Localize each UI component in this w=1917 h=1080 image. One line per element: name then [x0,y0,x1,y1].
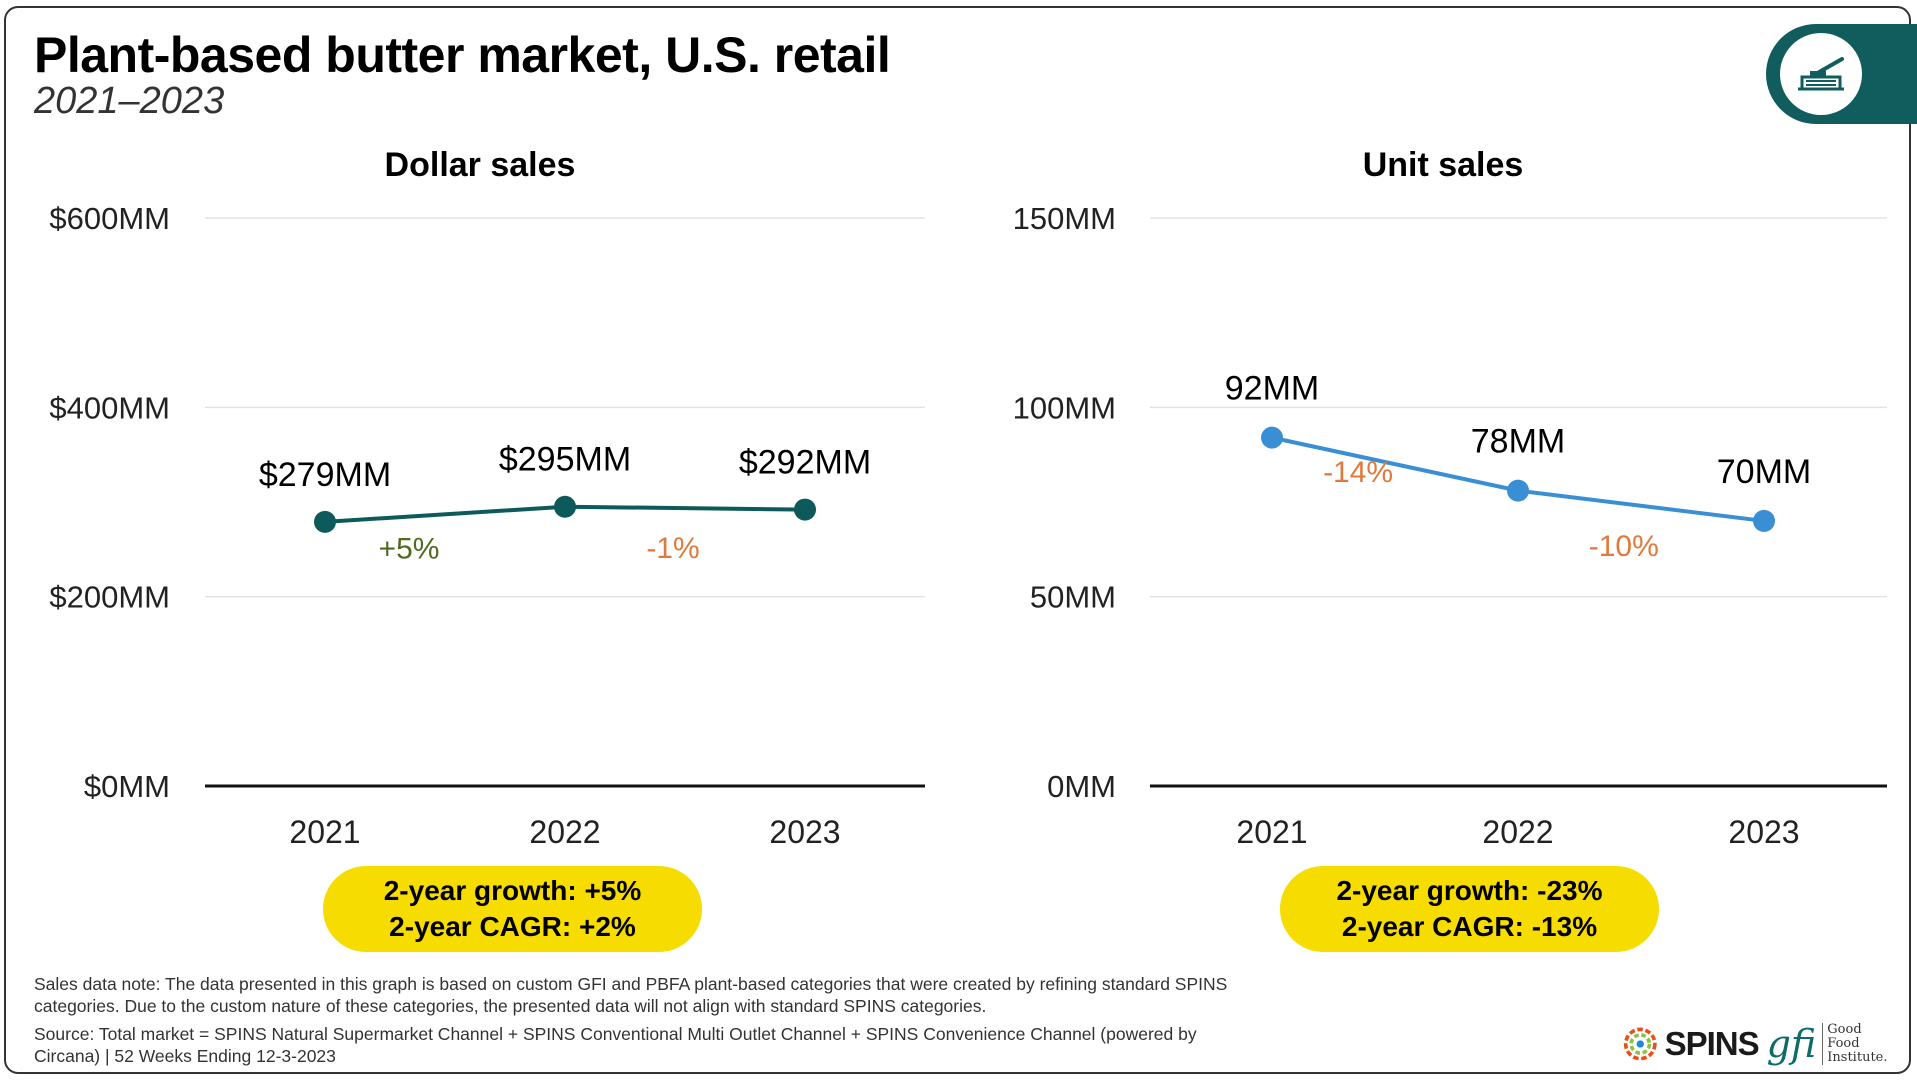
dollar-ytick-label: $400MM [49,390,170,425]
spins-globe-icon [1623,1027,1657,1061]
butter-dish-icon [1780,33,1862,115]
dollar-value-label: $279MM [259,456,391,494]
unit-value-label: 78MM [1471,423,1565,461]
unit-chart-title: Unit sales [1363,146,1524,184]
slide-frame [4,6,1911,1074]
source-note: Source: Total market = SPINS Natural Sup… [34,1024,1197,1066]
unit-change-label: -14% [1323,456,1393,489]
unit-growth-text: 2-year growth: -23% [1336,875,1603,906]
dollar-value-label: $295MM [499,441,631,479]
page-title: Plant-based butter market, U.S. retail [34,27,891,83]
dollar-ytick-label: $600MM [49,201,170,236]
unit-value-label: 92MM [1225,370,1319,408]
dollar-ytick-label: $0MM [84,769,170,804]
unit-data-point [1261,426,1283,449]
unit-summary-pill: 2-year growth: -23% 2-year CAGR: -13% [1280,866,1659,952]
dollar-data-point [314,510,336,533]
dollar-cagr-text: 2-year CAGR: +2% [389,911,636,942]
dollar-change-label: +5% [379,532,440,565]
dollar-growth-text: 2-year growth: +5% [383,875,642,906]
dollar-chart-title: Dollar sales [385,146,576,184]
unit-data-point [1507,479,1529,502]
unit-ytick-label: 0MM [1047,769,1116,804]
category-badge [1766,24,1917,124]
dollar-data-point [794,498,816,521]
dollar-value-label: $292MM [739,444,871,482]
gfi-sub-line-1: Good Food [1827,1022,1862,1051]
page-subtitle: 2021–2023 [34,80,225,122]
unit-cagr-text: 2-year CAGR: -13% [1341,911,1598,942]
dollar-summary-pill: 2-year growth: +5% 2-year CAGR: +2% [323,866,702,952]
dollar-xtick-label: 2022 [529,814,600,850]
unit-change-label: -10% [1589,530,1659,563]
gfi-sub-line-2: Institute. [1827,1050,1888,1065]
dollar-xtick-label: 2023 [769,814,840,850]
unit-xtick-label: 2022 [1482,814,1553,850]
dollar-data-point [554,495,576,518]
partner-logos: SPINS gfi Good Food Institute. [1622,1022,1892,1066]
unit-ytick-label: 150MM [1013,201,1116,236]
sales-data-note: Sales data note: The data presented in t… [34,974,1228,1016]
unit-ytick-label: 50MM [1030,580,1116,615]
unit-ytick-label: 100MM [1013,390,1116,425]
unit-xtick-label: 2023 [1728,814,1799,850]
unit-xtick-label: 2021 [1236,814,1307,850]
dollar-ytick-label: $200MM [49,580,170,615]
dollar-xtick-label: 2021 [289,814,360,850]
dollar-change-label: -1% [646,532,699,565]
unit-data-point [1753,509,1775,532]
gfi-logo: gfi [1766,1022,1817,1066]
gfi-logo-subtext: Good Food Institute. [1822,1023,1892,1065]
spins-logo: SPINS [1664,1025,1760,1062]
unit-value-label: 70MM [1717,453,1811,491]
